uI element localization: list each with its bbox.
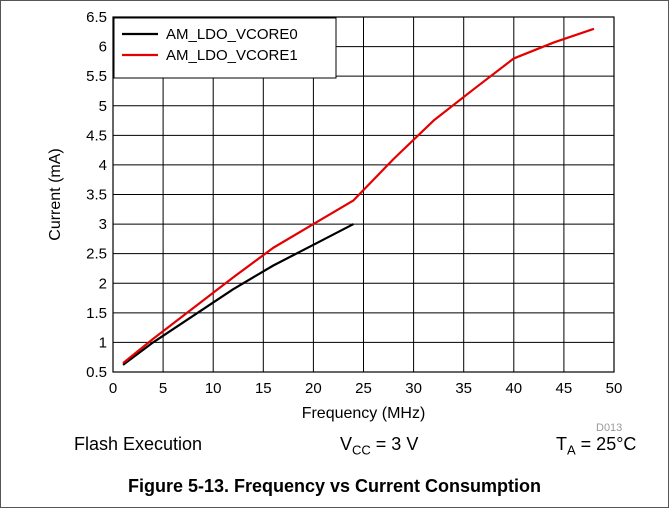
plot-area-border <box>112 16 615 373</box>
vcc-subscript: CC <box>352 442 371 458</box>
legend-label-2: AM_LDO_VCORE1 <box>166 47 298 64</box>
x-axis-label: Frequency (MHz) <box>302 405 426 422</box>
x-tick-label: 30 <box>405 380 422 397</box>
x-tick-label: 5 <box>159 380 167 397</box>
x-tick-label: 45 <box>556 380 573 397</box>
y-tick-label: 5 <box>99 98 107 115</box>
vcc-symbol: V <box>340 434 353 454</box>
legend-box <box>113 17 337 79</box>
y-tick-label: 2 <box>99 275 107 292</box>
y-tick-label: 1 <box>99 334 107 351</box>
legend: AM_LDO_VCORE0 AM_LDO_VCORE1 <box>113 17 337 79</box>
series-lines <box>122 27 595 366</box>
y-axis-ticks: 0.5 1 1.5 2 2.5 3 3.5 4 4.5 5 5.5 6 6.5 <box>86 9 107 381</box>
x-tick-label: 35 <box>455 380 472 397</box>
x-tick-label: 10 <box>205 380 222 397</box>
y-tick-label: 3.5 <box>86 187 107 204</box>
figure-code: D013 <box>596 422 623 434</box>
y-tick-label: 5.5 <box>86 68 107 85</box>
x-tick-label: 20 <box>305 380 322 397</box>
series-line-1 <box>122 223 354 366</box>
y-tick-label: 0.5 <box>86 364 107 381</box>
x-tick-label: 15 <box>255 380 272 397</box>
vcc-value: = 3 V <box>370 434 419 454</box>
y-tick-label: 1.5 <box>86 305 107 322</box>
y-tick-label: 3 <box>99 216 107 233</box>
y-tick-label: 4 <box>99 157 107 174</box>
series-line-2 <box>122 27 595 364</box>
figure-caption: Figure 5-13. Frequency vs Current Consum… <box>127 476 542 496</box>
y-tick-label: 4.5 <box>86 127 107 144</box>
condition-flash-execution: Flash Execution <box>74 434 203 454</box>
y-tick-label: 2.5 <box>86 246 107 263</box>
x-tick-label: 0 <box>109 380 117 397</box>
ta-value: = 25°C <box>575 434 637 454</box>
legend-label-1: AM_LDO_VCORE0 <box>166 26 298 43</box>
x-tick-label: 40 <box>505 380 522 397</box>
x-axis-ticks: 0 5 10 15 20 25 30 35 40 45 50 <box>109 380 623 397</box>
ta-symbol: T <box>556 434 567 454</box>
y-axis-label: Current (mA) <box>47 148 64 240</box>
ta-subscript: A <box>567 442 576 458</box>
x-tick-label: 50 <box>606 380 623 397</box>
condition-ta: TA = 25°C <box>556 434 636 458</box>
line-chart: 0 5 10 15 20 25 30 35 40 45 50 0.5 1 1.5 2 2.5 3 3.5 4 4.5… <box>47 9 623 422</box>
condition-vcc: VCC = 3 V <box>340 434 418 458</box>
y-tick-label: 6.5 <box>86 9 107 26</box>
y-tick-label: 6 <box>99 39 107 56</box>
x-tick-label: 25 <box>355 380 372 397</box>
